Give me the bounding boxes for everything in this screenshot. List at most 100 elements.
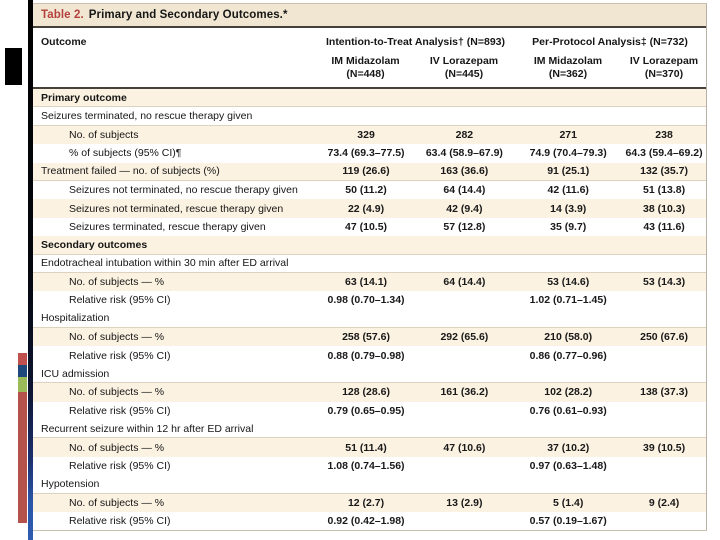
left-tab-red — [18, 353, 27, 365]
row-value: 53 (14.6) — [547, 276, 590, 289]
row-value: 74.9 (70.4–79.3) — [529, 147, 607, 160]
table-row: Relative risk (95% CI) 0.92 (0.42–1.98) 0.… — [33, 511, 706, 531]
row-label: Relative risk (95% CI) — [69, 460, 171, 472]
row-value: 14 (3.9) — [550, 202, 587, 215]
table-title-bar: Table 2. Primary and Secondary Outcomes.… — [33, 4, 706, 28]
table-row: No. of subjects — % 258 (57.6) 292 (65.6) 2… — [33, 328, 706, 347]
group-label-pp: Per-Protocol Analysis‡ (N=732) — [532, 36, 688, 48]
row-value: 13 (2.9) — [446, 496, 483, 509]
left-tab-green — [18, 377, 27, 392]
row-value: 42 (9.4) — [446, 202, 483, 215]
row-label: Hospitalization — [41, 312, 110, 325]
outcomes-table: Table 2. Primary and Secondary Outcomes.… — [33, 3, 707, 532]
row-value: 250 (67.6) — [640, 331, 688, 344]
row-value: 128 (28.6) — [342, 386, 390, 399]
row-value: 91 (25.1) — [547, 165, 590, 178]
column-header-pp-iv-lorazepam: IV Lorazepam (N=370) — [622, 55, 706, 81]
drug-name: IM Midazolam — [533, 55, 603, 67]
row-label: Seizures not terminated, no rescue thera… — [69, 184, 298, 197]
table-row: No. of subjects — % 12 (2.7) 13 (2.9) 5 (1.… — [33, 493, 706, 512]
row-value: 1.08 (0.74–1.56) — [327, 460, 405, 472]
table-row: Relative risk (95% CI) 0.88 (0.79–0.98) 0.… — [33, 346, 706, 365]
row-value: 64 (14.4) — [443, 184, 486, 197]
row-value: 43 (11.6) — [643, 220, 685, 233]
column-header-pp-im-midazolam: IM Midazolam (N=362) — [514, 55, 622, 81]
row-label: Treatment failed — no. of subjects (%) — [41, 165, 220, 178]
row-value: 271 — [559, 128, 577, 141]
row-value: 0.92 (0.42–1.98) — [327, 515, 405, 528]
table-row: No. of subjects 329 282 271 238 — [33, 125, 706, 145]
row-label: No. of subjects — % — [69, 441, 165, 454]
row-value: 0.88 (0.79–0.98) — [327, 349, 405, 362]
table-row: ICU admission — [33, 364, 706, 384]
pp-subcolumns: IM Midazolam (N=362) IV Lorazepam (N=370… — [514, 55, 706, 81]
row-value: 282 — [455, 128, 474, 141]
column-header-outcome: Outcome — [41, 36, 87, 48]
table-row: Primary outcome — [33, 89, 706, 108]
row-label: Seizures not terminated, rescue therapy … — [69, 202, 284, 215]
row-label: No. of subjects — % — [69, 386, 165, 399]
row-value: 292 (65.6) — [440, 331, 489, 344]
row-value: 329 — [357, 128, 375, 141]
table-row: Seizures not terminated, rescue therapy … — [33, 199, 706, 218]
left-tab-maroon — [18, 392, 27, 523]
table-row: Relative risk (95% CI) 1.08 (0.74–1.56) 0.… — [33, 456, 706, 476]
left-tab-blue — [18, 365, 27, 377]
row-value: 5 (1.4) — [553, 496, 584, 509]
row-label: No. of subjects — % — [69, 276, 165, 289]
row-value: 42 (11.6) — [547, 184, 589, 197]
table-row: Seizures terminated, no rescue therapy g… — [33, 107, 706, 126]
row-value: 163 (36.6) — [440, 165, 489, 178]
group-label-itt: Intention-to-Treat Analysis† (N=893) — [325, 36, 506, 48]
header-group-intention-to-treat: Intention-to-Treat Analysis† (N=893) IM … — [317, 28, 514, 87]
table-row: Hospitalization — [33, 309, 706, 329]
row-label: Endotracheal intubation within 30 min af… — [41, 257, 289, 270]
drug-name: IV Lorazepam — [429, 55, 499, 67]
row-value: 73.4 (69.3–77.5) — [327, 147, 405, 160]
row-value: 0.76 (0.61–0.93) — [529, 404, 607, 417]
table-row: Secondary outcomes — [33, 236, 706, 255]
row-value: 63.4 (58.9–67.9) — [425, 147, 503, 160]
left-black-block — [5, 48, 22, 85]
drug-name: IV Lorazepam — [629, 55, 699, 67]
table-row: Recurrent seizure within 12 hr after ED … — [33, 420, 706, 439]
sample-size: (N=448) — [346, 68, 385, 81]
table-row: Relative risk (95% CI) 0.98 (0.70–1.34) 1.… — [33, 291, 706, 310]
row-value: 132 (35.7) — [640, 165, 688, 178]
row-label: No. of subjects — [69, 128, 139, 141]
table-row: Treatment failed — no. of subjects (%) 11… — [33, 162, 706, 181]
table-row: % of subjects (95% CI)¶ 73.4 (69.3–77.5) 6… — [33, 144, 706, 163]
table-row: No. of subjects — % 63 (14.1) 64 (14.4) 53 … — [33, 272, 706, 292]
row-label: Relative risk (95% CI) — [69, 294, 171, 307]
row-value: 47 (10.5) — [345, 220, 388, 233]
row-value: 50 (11.2) — [345, 184, 387, 197]
row-label: No. of subjects — % — [69, 331, 165, 344]
table-row: No. of subjects — % 128 (28.6) 161 (36.2) 1… — [33, 383, 706, 402]
sample-size: (N=362) — [548, 68, 588, 81]
table-row: Seizures terminated, rescue therapy give… — [33, 217, 706, 237]
table-number: Table 2. — [41, 9, 84, 21]
left-accent-strip — [28, 0, 33, 540]
table-row: Relative risk (95% CI) 0.79 (0.65–0.95) 0.… — [33, 401, 706, 421]
row-value: 1.02 (0.71–1.45) — [529, 294, 607, 307]
itt-subcolumns: IM Midazolam (N=448) IV Lorazepam (N=445… — [317, 55, 514, 81]
row-label: Relative risk (95% CI) — [69, 404, 171, 417]
row-label: Recurrent seizure within 12 hr after ED … — [41, 422, 254, 435]
row-value: 102 (28.2) — [544, 386, 593, 399]
row-value: 22 (4.9) — [347, 202, 385, 215]
row-label: Seizures terminated, rescue therapy give… — [69, 220, 266, 233]
table-rows: Primary outcome Seizures terminated, no r… — [33, 89, 706, 531]
row-value: 210 (58.0) — [544, 331, 593, 344]
sample-size: (N=445) — [444, 68, 484, 81]
row-value: 39 (10.5) — [643, 441, 686, 454]
row-value: 9 (2.4) — [648, 496, 680, 509]
table-row: No. of subjects — % 51 (11.4) 47 (10.6) 37 … — [33, 438, 706, 457]
row-value: 57 (12.8) — [443, 220, 486, 233]
row-value: 161 (36.2) — [440, 386, 489, 399]
row-value: 35 (9.7) — [550, 220, 587, 233]
row-value: 238 — [655, 128, 673, 141]
table-title-text: Primary and Secondary Outcomes.* — [88, 9, 288, 21]
row-value: 0.97 (0.63–1.48) — [529, 460, 607, 472]
drug-name: IM Midazolam — [331, 55, 400, 67]
table-header: Outcome Intention-to-Treat Analysis† (N=… — [33, 28, 706, 89]
